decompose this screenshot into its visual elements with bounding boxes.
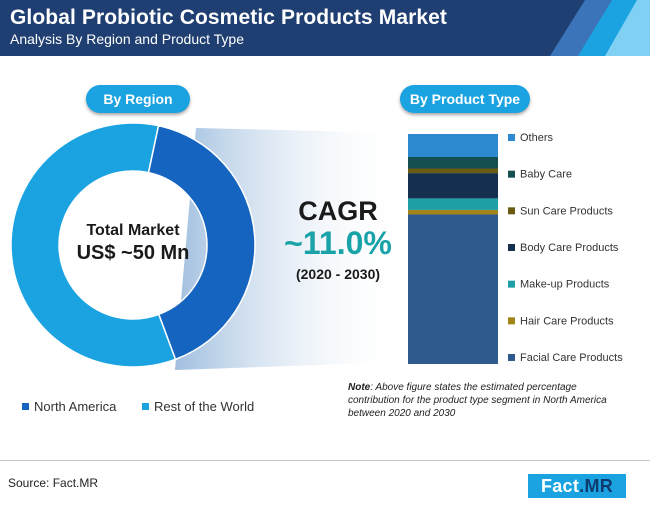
factmr-logo: Fact.MR	[528, 474, 626, 498]
total-market-label: Total Market	[86, 222, 180, 239]
legend-swatch-hair-care-products	[508, 317, 515, 325]
stack-segment-sun-care-products	[408, 168, 498, 174]
legend-north-america: North America	[22, 399, 116, 414]
header-banner: Global Probiotic Cosmetic Products Marke…	[0, 0, 650, 56]
legend-label-baby-care: Baby Care	[520, 169, 572, 181]
page-title: Global Probiotic Cosmetic Products Marke…	[10, 6, 448, 29]
legend-label-body-care-products: Body Care Products	[520, 242, 619, 254]
page-subtitle: Analysis By Region and Product Type	[10, 31, 244, 47]
region-donut-chart	[10, 122, 256, 368]
note-label: Note	[348, 382, 371, 393]
stack-segment-baby-care	[408, 157, 498, 169]
brand-main: Fact	[540, 476, 580, 496]
cagr-period: (2020 - 2030)	[295, 266, 381, 282]
legend-label-sun-care-products: Sun Care Products	[520, 205, 613, 217]
note-text: : Above figure states the estimated perc…	[348, 382, 607, 419]
legend-swatch-baby-care	[508, 170, 515, 178]
legend-label-make-up-products: Make-up Products	[520, 279, 610, 291]
stack-segment-make-up-products	[408, 198, 498, 210]
cagr-value: ~11.0%	[284, 225, 392, 261]
footer-divider	[0, 460, 650, 461]
legend-label-others: Others	[520, 132, 554, 144]
by-product-type-pill: By Product Type	[400, 85, 530, 113]
stack-segment-hair-care-products	[408, 209, 498, 215]
legend-north-america-label: North America	[34, 399, 117, 414]
source-text: Source: Fact.MR	[8, 476, 99, 490]
by-region-pill: By Region	[86, 85, 190, 113]
legend-swatch-others	[508, 134, 515, 141]
stack-segment-others	[408, 134, 498, 157]
legend-swatch-facial-care-products	[508, 354, 515, 361]
legend-rest-of-world-label: Rest of the World	[154, 399, 255, 414]
rest-of-world-swatch	[142, 403, 149, 410]
legend-rest-of-world: Rest of the World	[142, 399, 254, 414]
legend-swatch-body-care-products	[508, 244, 515, 251]
product-legend: Facial Care Products Hair Care Products Ma…	[508, 132, 623, 364]
donut-slice-north-america	[147, 124, 256, 361]
total-market-value: US$ ~50 Mn	[76, 242, 190, 264]
legend-label-hair-care-products: Hair Care Products	[520, 315, 614, 327]
cagr-label: CAGR	[298, 196, 378, 226]
brand-accent: .MR	[579, 476, 614, 496]
north-america-swatch	[22, 403, 29, 410]
legend-swatch-make-up-products	[508, 280, 515, 288]
stack-segment-body-care-products	[408, 173, 498, 199]
stack-segment-facial-care-products	[408, 214, 498, 364]
chart-note: Note: Above figure states the estimated …	[348, 381, 628, 420]
legend-swatch-sun-care-products	[508, 207, 515, 215]
header-stripes	[550, 0, 650, 56]
product-stacked-bar-chart	[408, 134, 498, 364]
legend-label-facial-care-products: Facial Care Products	[520, 352, 623, 364]
donut-slice-rest-of-the-world	[10, 122, 177, 368]
